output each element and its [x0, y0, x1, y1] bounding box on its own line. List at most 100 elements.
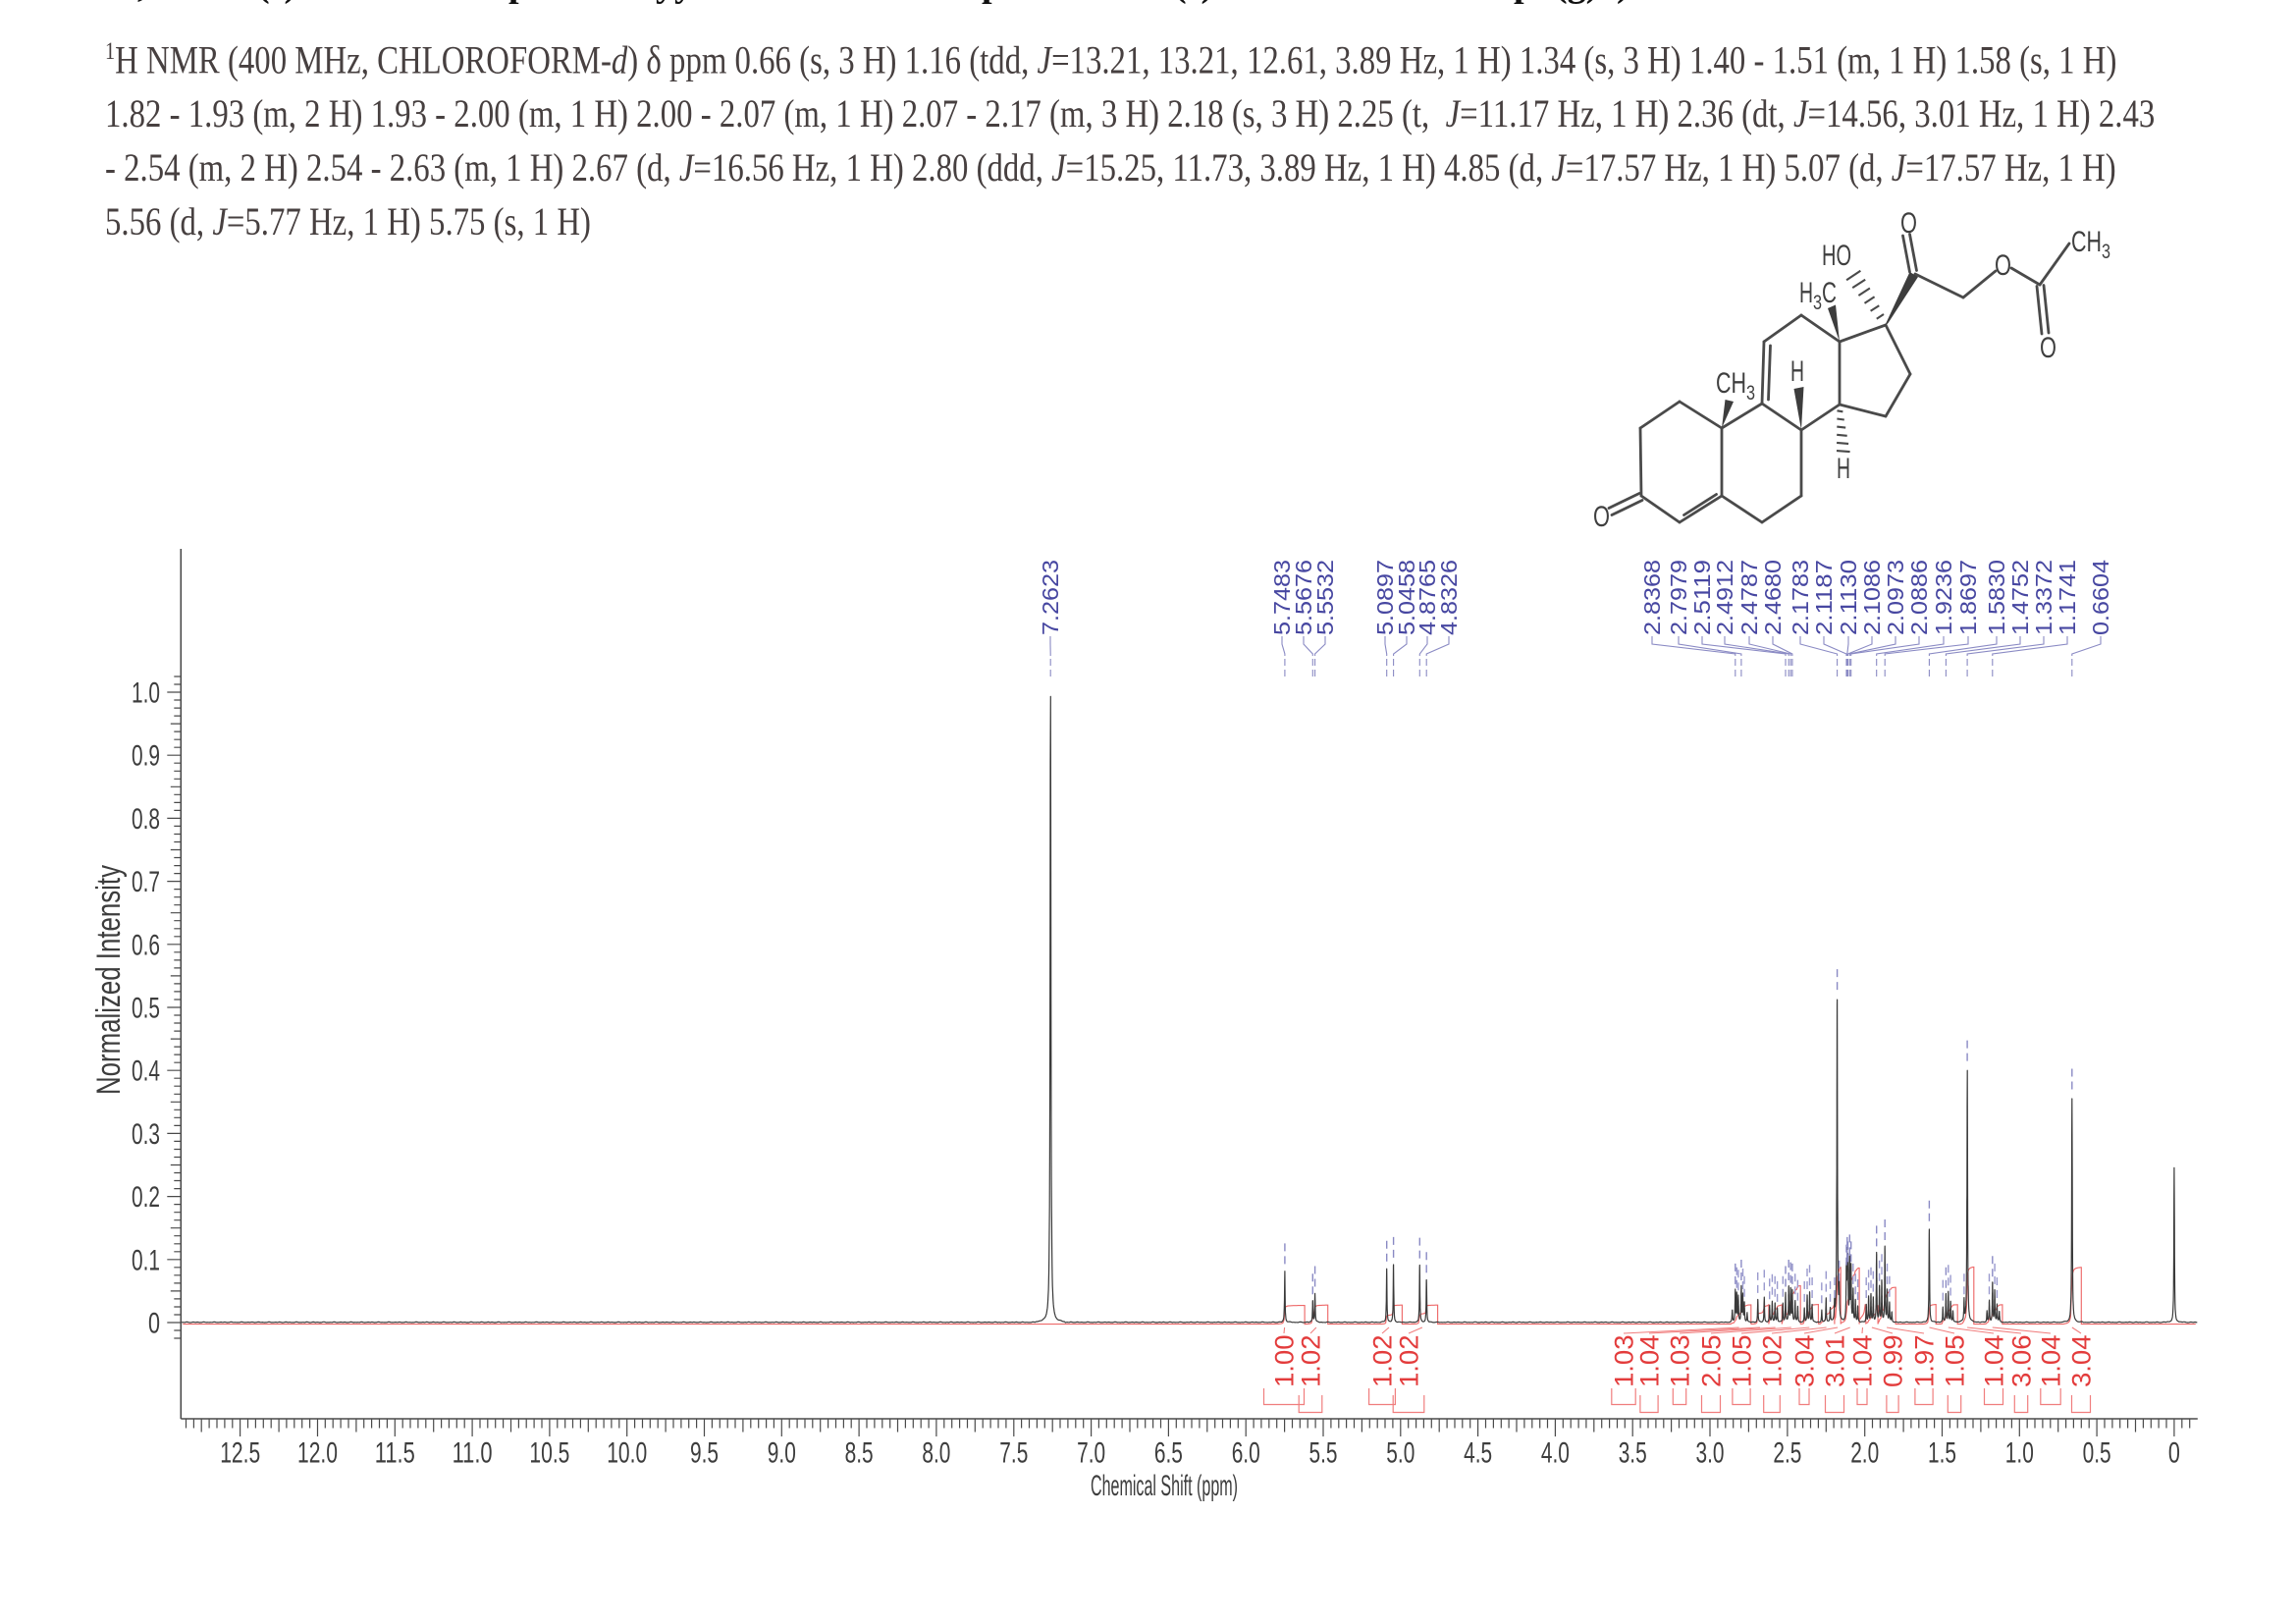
svg-text:0.3: 0.3: [132, 1118, 160, 1151]
svg-text:O: O: [2040, 332, 2056, 364]
svg-text:10.0: 10.0: [607, 1437, 647, 1470]
svg-text:0.6604: 0.6604: [2088, 560, 2113, 635]
svg-text:O: O: [1900, 207, 1917, 240]
svg-text:4.0: 4.0: [1541, 1437, 1570, 1470]
svg-text:3.04: 3.04: [1790, 1335, 1820, 1388]
svg-text:5.5532: 5.5532: [1312, 560, 1338, 635]
svg-text:1.00: 1.00: [1270, 1335, 1300, 1388]
svg-text:3.01: 3.01: [1821, 1335, 1850, 1388]
svg-text:2.5: 2.5: [1773, 1437, 1801, 1470]
svg-text:3: 3: [1746, 382, 1755, 405]
svg-text:6.0: 6.0: [1232, 1437, 1260, 1470]
svg-text:0: 0: [2168, 1437, 2180, 1470]
svg-text:2.1130: 2.1130: [1836, 560, 1861, 635]
svg-text:1.9236: 1.9236: [1931, 560, 1956, 635]
svg-text:Normalized Intensity: Normalized Intensity: [90, 865, 128, 1095]
svg-text:0.5: 0.5: [132, 993, 160, 1025]
svg-text:Chemical Shift (ppm): Chemical Shift (ppm): [1091, 1470, 1238, 1502]
svg-text:1.4752: 1.4752: [2007, 560, 2033, 635]
svg-text:1.04: 1.04: [1635, 1335, 1665, 1388]
svg-text:1.5: 1.5: [1928, 1437, 1956, 1470]
svg-text:1.02: 1.02: [1297, 1335, 1326, 1388]
svg-text:2.8368: 2.8368: [1639, 560, 1665, 635]
svg-text:2.4680: 2.4680: [1760, 560, 1786, 635]
svg-text:2.0973: 2.0973: [1883, 560, 1908, 635]
svg-text:CH: CH: [2071, 226, 2102, 258]
svg-text:1.05: 1.05: [1941, 1335, 1970, 1388]
svg-text:2.1187: 2.1187: [1811, 560, 1837, 635]
svg-text:O: O: [1995, 249, 2011, 282]
svg-text:0.4: 0.4: [132, 1055, 160, 1088]
svg-text:3.04: 3.04: [2067, 1335, 2097, 1388]
svg-text:11.5: 11.5: [375, 1437, 415, 1470]
svg-text:1.8697: 1.8697: [1955, 560, 1981, 635]
svg-text:1.02: 1.02: [1758, 1335, 1788, 1388]
svg-text:3: 3: [2102, 241, 2110, 263]
svg-text:0.9: 0.9: [132, 740, 160, 773]
svg-text:5.7483: 5.7483: [1269, 560, 1295, 635]
svg-text:1.02: 1.02: [1395, 1335, 1424, 1388]
svg-text:6.5: 6.5: [1154, 1437, 1183, 1470]
svg-text:2.1783: 2.1783: [1788, 560, 1813, 635]
svg-text:4.8765: 4.8765: [1415, 560, 1440, 635]
svg-text:7.0: 7.0: [1077, 1437, 1105, 1470]
svg-text:4.5: 4.5: [1464, 1437, 1492, 1470]
svg-text:9.0: 9.0: [768, 1437, 796, 1470]
svg-text:0: 0: [148, 1308, 160, 1340]
svg-text:O: O: [1593, 501, 1610, 533]
svg-text:2.5119: 2.5119: [1689, 560, 1715, 635]
svg-text:12.0: 12.0: [297, 1437, 338, 1470]
svg-text:1.04: 1.04: [1848, 1335, 1878, 1388]
svg-text:12.5: 12.5: [220, 1437, 260, 1470]
svg-text:1.0: 1.0: [132, 677, 160, 710]
svg-text:0.5: 0.5: [2083, 1437, 2111, 1470]
svg-text:8.0: 8.0: [922, 1437, 950, 1470]
svg-text:0.1: 0.1: [132, 1244, 160, 1276]
svg-text:1.3372: 1.3372: [2031, 560, 2056, 635]
svg-text:0.2: 0.2: [132, 1181, 160, 1214]
svg-text:2.0886: 2.0886: [1906, 560, 1932, 635]
svg-text:2.4787: 2.4787: [1736, 560, 1762, 635]
svg-text:1.5830: 1.5830: [1984, 560, 2009, 635]
svg-text:1.05: 1.05: [1728, 1335, 1757, 1388]
svg-text:1.1741: 1.1741: [2055, 560, 2080, 635]
svg-text:HO: HO: [1822, 240, 1851, 272]
svg-text:1.03: 1.03: [1610, 1335, 1639, 1388]
svg-text:10.5: 10.5: [529, 1437, 569, 1470]
svg-text:1.02: 1.02: [1368, 1335, 1398, 1388]
svg-text:7.5: 7.5: [999, 1437, 1028, 1470]
svg-text:5.0: 5.0: [1386, 1437, 1415, 1470]
svg-text:2.05: 2.05: [1697, 1335, 1727, 1388]
svg-text:2.0: 2.0: [1850, 1437, 1879, 1470]
svg-text:9.5: 9.5: [690, 1437, 719, 1470]
svg-text:1.97: 1.97: [1910, 1335, 1940, 1388]
svg-text:5.5: 5.5: [1309, 1437, 1338, 1470]
svg-text:C: C: [1822, 277, 1837, 309]
svg-text:CH: CH: [1716, 367, 1746, 400]
svg-text:H: H: [1837, 453, 1850, 485]
svg-text:3.5: 3.5: [1619, 1437, 1647, 1470]
svg-text:0.99: 0.99: [1879, 1335, 1908, 1388]
svg-text:2.1086: 2.1086: [1859, 560, 1885, 635]
svg-text:0.8: 0.8: [132, 803, 160, 836]
svg-text:4.8326: 4.8326: [1436, 560, 1462, 635]
svg-text:H: H: [1799, 277, 1813, 309]
svg-text:8.5: 8.5: [845, 1437, 874, 1470]
svg-text:H: H: [1790, 355, 1804, 388]
svg-text:5.0458: 5.0458: [1394, 560, 1419, 635]
svg-text:2.7979: 2.7979: [1666, 560, 1691, 635]
svg-text:1.04: 1.04: [2037, 1335, 2066, 1388]
svg-text:7.2623: 7.2623: [1038, 560, 1063, 635]
svg-text:3: 3: [1813, 292, 1822, 314]
svg-text:1.0: 1.0: [2005, 1437, 2034, 1470]
svg-text:1.03: 1.03: [1666, 1335, 1695, 1388]
svg-text:11.0: 11.0: [453, 1437, 493, 1470]
svg-text:0.7: 0.7: [132, 866, 160, 898]
svg-text:1.04: 1.04: [1980, 1335, 2009, 1388]
svg-text:5.5676: 5.5676: [1291, 560, 1316, 635]
svg-text:3.0: 3.0: [1696, 1437, 1725, 1470]
svg-text:2.4912: 2.4912: [1712, 560, 1737, 635]
svg-text:0.6: 0.6: [132, 929, 160, 961]
svg-text:5.0897: 5.0897: [1372, 560, 1398, 635]
svg-text:3.06: 3.06: [2007, 1335, 2037, 1388]
